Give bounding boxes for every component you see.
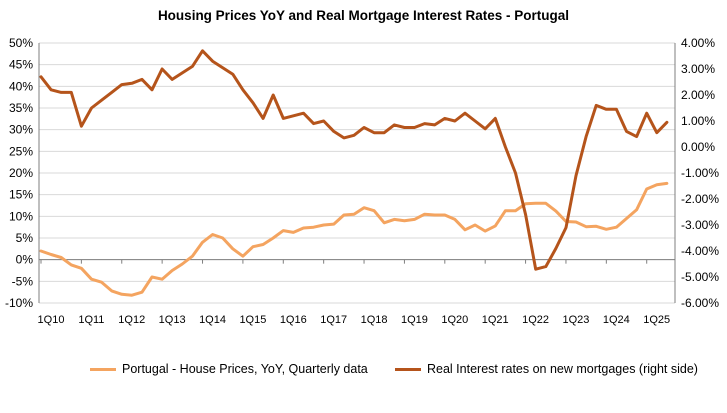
legend-label-interest-rates: Real Interest rates on new mortgages (ri… bbox=[427, 362, 698, 376]
x-tick-label: 1Q13 bbox=[159, 314, 186, 326]
y-right-tick-label: 2.00% bbox=[681, 88, 715, 102]
x-tick-label: 1Q14 bbox=[199, 314, 226, 326]
x-tick-label: 1Q17 bbox=[320, 314, 347, 326]
legend-label-house-prices: Portugal - House Prices, YoY, Quarterly … bbox=[122, 362, 368, 376]
tick-labels: -10% -5% 0% 5% 10% 15% 20% 25% 30% 35% 40% 45% 50% -6… bbox=[5, 36, 719, 326]
y-left-tick-label: 20% bbox=[9, 166, 33, 180]
y-right-tick-label: 0.00% bbox=[681, 140, 715, 154]
legend: Portugal - House Prices, YoY, Quarterly … bbox=[0, 362, 727, 386]
y-left-tick-label: 15% bbox=[9, 188, 33, 202]
series-line-house-prices bbox=[39, 181, 669, 297]
series-line-interest-rates bbox=[39, 49, 669, 271]
x-tick-label: 1Q21 bbox=[482, 314, 509, 326]
y-right-tick-label: 3.00% bbox=[681, 62, 715, 76]
y-left-tick-label: 5% bbox=[16, 231, 34, 245]
legend-item-interest-rates: Real Interest rates on new mortgages (ri… bbox=[395, 362, 698, 376]
y-left-tick-label: 40% bbox=[9, 79, 33, 93]
y-right-tick-label: -3.00% bbox=[681, 218, 719, 232]
y-left-tick-label: 25% bbox=[9, 144, 33, 158]
y-left-tick-label: 35% bbox=[9, 101, 33, 115]
x-tick-label: 1Q10 bbox=[38, 314, 65, 326]
x-tick-label: 1Q20 bbox=[441, 314, 468, 326]
y-left-tick-label: 30% bbox=[9, 123, 33, 137]
y-left-tick-label: 50% bbox=[9, 36, 33, 50]
series-lines bbox=[39, 49, 669, 297]
y-right-tick-label: -6.00% bbox=[681, 296, 719, 310]
x-tick-label: 1Q11 bbox=[78, 314, 104, 326]
y-left-tick-label: 10% bbox=[9, 209, 33, 223]
chart-title: Housing Prices YoY and Real Mortgage Int… bbox=[157, 8, 570, 23]
x-tick-label: 1Q18 bbox=[361, 314, 388, 326]
y-left-tick-label: 45% bbox=[9, 58, 33, 72]
x-tick-label: 1Q19 bbox=[401, 314, 428, 326]
y-right-tick-label: -2.00% bbox=[681, 192, 719, 206]
x-tick-label: 1Q16 bbox=[280, 314, 307, 326]
legend-swatch-house-prices bbox=[90, 367, 116, 371]
legend-swatch-interest-rates bbox=[395, 367, 421, 371]
legend-item-house-prices: Portugal - House Prices, YoY, Quarterly … bbox=[90, 362, 368, 376]
x-tick-label: 1Q23 bbox=[562, 314, 589, 326]
y-right-tick-label: -5.00% bbox=[681, 270, 719, 284]
x-tick-label: 1Q15 bbox=[239, 314, 266, 326]
y-right-tick-label: 4.00% bbox=[681, 36, 715, 50]
y-right-tick-label: 1.00% bbox=[681, 114, 715, 128]
x-tick-label: 1Q12 bbox=[118, 314, 145, 326]
y-right-tick-label: -1.00% bbox=[681, 166, 719, 180]
axes bbox=[38, 43, 676, 303]
y-right-tick-label: -4.00% bbox=[681, 244, 719, 258]
x-tick-label: 1Q25 bbox=[643, 314, 670, 326]
y-left-tick-label: -5% bbox=[12, 274, 34, 288]
y-left-tick-label: -10% bbox=[5, 296, 33, 310]
x-tick-label: 1Q24 bbox=[603, 314, 630, 326]
x-tick-label: 1Q22 bbox=[522, 314, 549, 326]
y-left-tick-label: 0% bbox=[16, 253, 34, 267]
